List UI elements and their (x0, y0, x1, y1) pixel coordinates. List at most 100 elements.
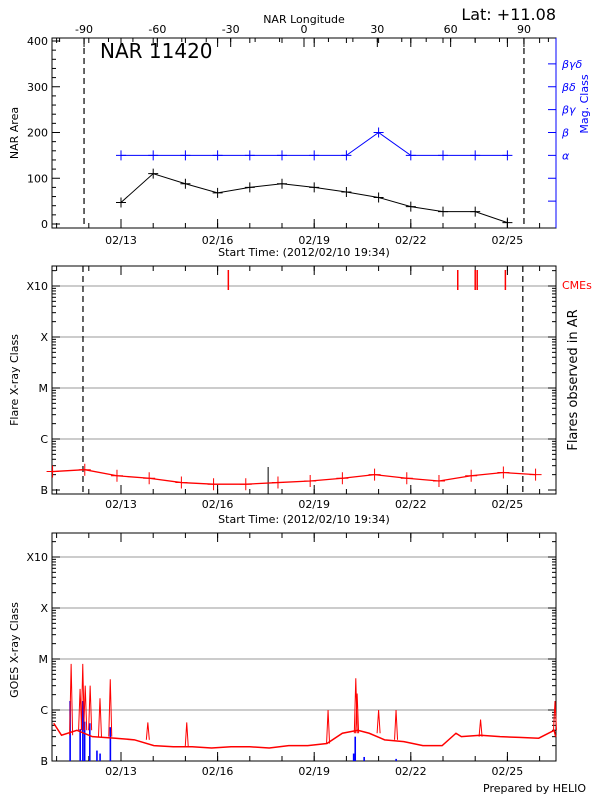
mag-class-point (116, 150, 126, 161)
area-point (438, 206, 448, 217)
y-tick-label: M (39, 382, 49, 395)
x-tick-label: 02/16 (202, 234, 234, 247)
flare-point (143, 472, 156, 485)
x-tick-label: 02/22 (395, 234, 427, 247)
x-tick-label: 02/16 (202, 498, 234, 511)
mag-class-point (470, 150, 481, 161)
goes-flare-peak (97, 698, 102, 737)
mag-class-tick-label: β (561, 127, 569, 140)
cme-label: CMEs (562, 279, 592, 292)
goes-event-bar (354, 736, 357, 761)
x-tick-label: 02/25 (492, 498, 524, 511)
x-tick-label: 02/22 (395, 765, 427, 778)
mag-class-point (180, 150, 191, 161)
goes-flare-peak (326, 709, 331, 744)
longitude-tick-label: 90 (517, 23, 531, 36)
flare-point (432, 475, 445, 488)
flare-point (207, 478, 220, 491)
mag-class-tick-label: βδ (561, 81, 576, 94)
goes-flare-peak (394, 709, 399, 740)
mag-class-point (373, 127, 384, 138)
y-tick-label: 200 (27, 127, 48, 140)
flare-class-line (52, 469, 536, 485)
flare-point (46, 465, 59, 478)
flare-point (175, 476, 188, 489)
latitude-label: Lat: +11.08 (461, 5, 556, 24)
goes-flare-peak (553, 700, 557, 731)
mag-class-tick-label: βγ (561, 104, 576, 117)
longitude-tick-label: -90 (75, 23, 93, 36)
flare-point (497, 466, 510, 479)
x-tick-label: 02/25 (492, 234, 524, 247)
goes-flare-peak (355, 693, 360, 734)
area-point (212, 187, 223, 198)
mag-class-point (438, 150, 448, 161)
area-point (244, 182, 255, 193)
x-tick-label: 02/25 (492, 765, 524, 778)
y-tick-label: C (40, 704, 48, 717)
x-tick-label: 02/13 (105, 498, 137, 511)
y-tick-label: M (39, 653, 49, 666)
goes-flare-peak (69, 663, 74, 736)
mag-class-point (309, 150, 320, 161)
flare-point (110, 469, 123, 482)
longitude-tick-label: 0 (301, 23, 308, 36)
mag-class-point (244, 150, 255, 161)
goes-flare-peak (478, 719, 483, 737)
flare-point (336, 472, 349, 485)
mag-class-tick-label: βγδ (561, 58, 583, 71)
y-tick-label: 400 (27, 35, 48, 48)
x-tick-label: 02/13 (105, 234, 137, 247)
y-tick-label: 300 (27, 81, 48, 94)
plot-frame (51, 265, 557, 495)
area-point (373, 192, 384, 203)
goes-flare-peak (83, 685, 88, 731)
panel2-xlabel: Start Time: (2012/02/10 19:34) (218, 513, 390, 526)
area-point (341, 186, 352, 197)
goes-event-bar (99, 753, 101, 761)
goes-flare-peak (88, 685, 93, 731)
flare-point (529, 468, 542, 481)
goes-event-bar (83, 721, 86, 761)
flare-point (239, 478, 252, 491)
plot-frame (51, 532, 557, 762)
y-tick-label: B (40, 484, 48, 497)
y-tick-label: B (40, 755, 48, 768)
goes-event-bar (363, 756, 365, 761)
goes-event-bar (88, 723, 91, 761)
area-point (470, 206, 481, 217)
y-tick-label: X10 (26, 280, 48, 293)
flare-point (304, 475, 317, 488)
goes-flare-peak (108, 679, 113, 737)
mag-class-point (277, 150, 287, 161)
mag-class-tick-label: α (562, 149, 570, 162)
area-point (180, 178, 191, 189)
area-point (277, 178, 287, 189)
goes-event-bar (96, 750, 98, 761)
y-tick-label: X10 (26, 551, 48, 564)
goes-event-bar (109, 727, 112, 761)
area-point (309, 182, 320, 193)
goes-flare-peak (145, 722, 150, 740)
flare-point (368, 468, 381, 481)
x-tick-label: 02/19 (298, 234, 330, 247)
longitude-tick-label: 30 (370, 23, 384, 36)
x-tick-label: 02/19 (298, 765, 330, 778)
panel1-ylabel: NAR Area (8, 107, 21, 159)
x-tick-label: 02/13 (105, 765, 137, 778)
mag-class-point (502, 150, 513, 161)
goes-flare-peak (80, 663, 85, 731)
prepared-by-label: Prepared by HELIO (483, 782, 586, 795)
goes-event-bar (352, 753, 355, 761)
longitude-tick-label: -60 (148, 23, 166, 36)
flare-point (465, 469, 478, 482)
area-line (120, 173, 508, 224)
y-tick-label: 100 (27, 172, 48, 185)
mag-class-point (405, 150, 416, 161)
x-tick-label: 02/22 (395, 498, 427, 511)
area-point (116, 197, 126, 208)
mag-class-point (148, 150, 159, 161)
y-tick-label: X (40, 602, 48, 615)
mag-class-point (341, 150, 352, 161)
flare-point (400, 472, 413, 485)
